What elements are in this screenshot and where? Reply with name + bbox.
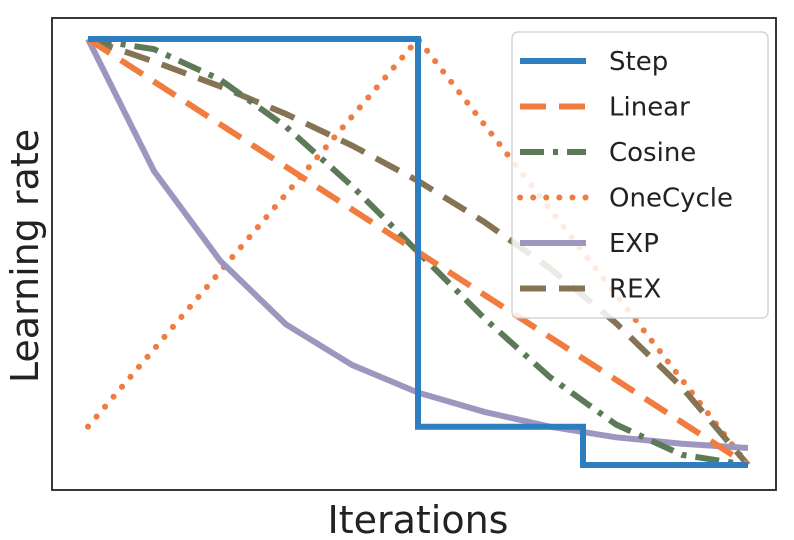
y-axis-label: Learning rate [3, 129, 47, 383]
legend-entry-onecycle: OneCycle [517, 184, 733, 214]
legend-entry-linear: Linear [520, 93, 690, 123]
legend-label-rex: REX [609, 275, 661, 305]
series-line-step [88, 36, 748, 468]
legend-label-onecycle: OneCycle [609, 184, 733, 214]
legend-label-cosine: Cosine [609, 138, 696, 168]
legend-label-exp: EXP [609, 229, 659, 259]
plot-area [51, 17, 777, 491]
legend: Step Linear Cosine OneCycle EXP REX [511, 31, 769, 319]
plot-frame [51, 17, 777, 491]
legend-items: Step Linear Cosine OneCycle EXP REX [517, 47, 733, 305]
series-layer [85, 34, 751, 468]
legend-label-linear: Linear [609, 93, 690, 123]
legend-entry-cosine: Cosine [520, 138, 696, 168]
legend-entry-exp: EXP [520, 229, 659, 259]
series-line-cosine [87, 36, 749, 468]
legend-entry-step: Step [520, 47, 668, 77]
legend-label-step: Step [609, 47, 668, 77]
x-axis-label: Iterations [328, 498, 509, 540]
legend-entry-rex: REX [520, 275, 661, 305]
